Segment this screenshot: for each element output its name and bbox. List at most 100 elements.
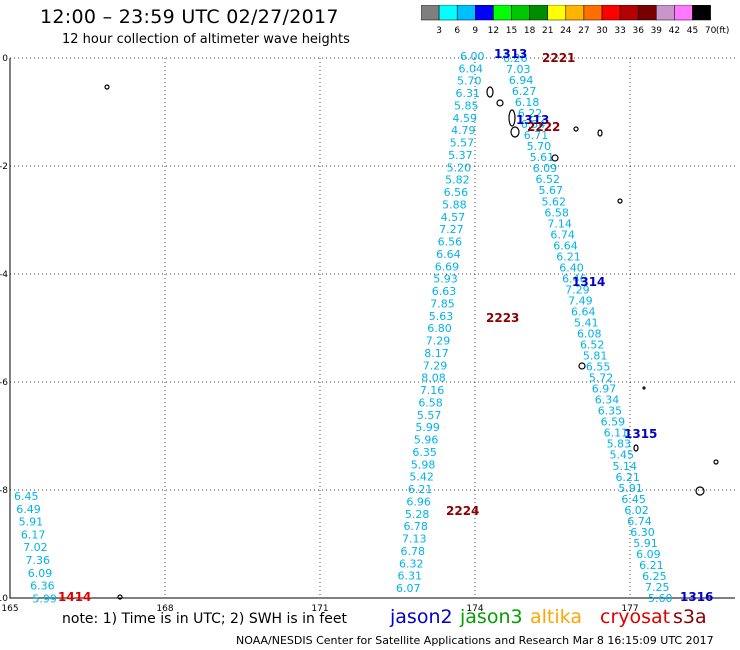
track-1414-value: 6.45 xyxy=(14,490,39,503)
track-1314-value: 6.30 xyxy=(630,526,655,539)
scale-tick-1: 6 xyxy=(454,26,460,36)
units-note: note: 1) Time is in UTC; 2) SWH is in fe… xyxy=(62,611,348,627)
track-1414-value: 6.17 xyxy=(21,528,46,541)
lat-tick-4: -8 xyxy=(0,486,8,496)
map-subtitle: 12 hour collection of altimeter wave hei… xyxy=(62,32,350,47)
track-1314-value: 7.14 xyxy=(547,217,572,230)
lat-tick-3: -6 xyxy=(0,378,8,388)
track-1313-value: 6.04 xyxy=(459,62,484,75)
track-1314-value: 6.74 xyxy=(550,228,575,241)
track-1313-value: 5.63 xyxy=(429,310,454,323)
track-1313-value: 6.96 xyxy=(406,495,431,508)
island-outline-13 xyxy=(695,486,705,496)
island-outline-10 xyxy=(642,386,646,390)
track-1313-value: 5.70 xyxy=(457,75,482,88)
track-1314-value: 5.14 xyxy=(612,460,637,473)
scale-tick-8: 27 xyxy=(578,26,589,36)
lat-tick-1: -2 xyxy=(0,162,8,172)
track-1314-value: 5.45 xyxy=(610,449,635,462)
island-outline-14 xyxy=(117,594,123,600)
track-1313-value: 6.63 xyxy=(432,285,457,298)
map-title: 12:00 – 23:59 UTC 02/27/2017 xyxy=(40,6,339,28)
track-1313-value: 7.27 xyxy=(439,223,464,236)
track-1414-value: 6.49 xyxy=(16,503,41,516)
track-1314-value: 5.91 xyxy=(618,482,643,495)
track-1313-value: 5.28 xyxy=(405,508,430,521)
legend-jason2: jason2 xyxy=(390,606,453,628)
jason2-track-1316-label: 1316 xyxy=(680,590,713,604)
jason2-track-1315-label: 1315 xyxy=(624,427,657,441)
track-1313-value: 7.16 xyxy=(420,384,445,397)
track-1313-value: 5.42 xyxy=(409,471,434,484)
track-1314-value: 6.58 xyxy=(544,206,569,219)
track-1313-value: 7.29 xyxy=(423,359,448,372)
track-1313-value: 6.58 xyxy=(418,396,443,409)
lat-tick-0: 0 xyxy=(2,54,8,64)
track-1314-value: 7.25 xyxy=(645,581,670,594)
track-1313-value: 4.59 xyxy=(453,112,478,125)
track-1313-value: 6.21 xyxy=(408,483,433,496)
track-1414-value: 7.02 xyxy=(23,541,48,554)
track-1313-value: 5.88 xyxy=(442,198,467,211)
track-1314-value: 6.55 xyxy=(586,361,611,374)
track-1314-value: 6.52 xyxy=(580,339,605,352)
track-1313-value: 4.57 xyxy=(441,211,466,224)
scale-tick-11: 36 xyxy=(632,26,644,36)
scale-tick-6: 21 xyxy=(542,26,553,36)
track-1314-value: 6.27 xyxy=(512,85,537,98)
scale-tick-10: 33 xyxy=(614,26,625,36)
track-1414-value: 6.09 xyxy=(28,567,53,580)
track-1313-value: 6.00 xyxy=(460,50,485,63)
track-1313-value: 4.79 xyxy=(451,124,476,137)
track-1314-value: 5.62 xyxy=(541,195,566,208)
track-1313-value: 5.82 xyxy=(445,174,470,187)
track-1314-value: 6.21 xyxy=(639,559,664,572)
cryosat-track-1414-label: 1414 xyxy=(58,590,91,604)
scale-tick-5: 18 xyxy=(524,26,536,36)
track-1414-value: 7.36 xyxy=(26,554,51,567)
track-1313-value: 6.69 xyxy=(435,260,460,273)
track-1314-value: 5.81 xyxy=(583,350,608,363)
track-1314-value: 6.22 xyxy=(518,107,543,120)
legend-cryosat: cryosat xyxy=(600,606,671,628)
scale-tick-0: 3 xyxy=(436,26,442,36)
scale-tick-4: 15 xyxy=(506,26,517,36)
footer-credit: NOAA/NESDIS Center for Satellite Applica… xyxy=(236,634,714,647)
track-1314-value: 5.61 xyxy=(530,151,555,164)
track-1314-value: 6.46 xyxy=(562,272,587,285)
track-1313-value: 6.56 xyxy=(438,236,463,249)
track-1313-value: 5.85 xyxy=(454,99,479,112)
track-1313-value: 6.31 xyxy=(397,570,422,583)
scale-tick-9: 30 xyxy=(596,26,608,36)
track-1314-value: 5.91 xyxy=(633,537,658,550)
track-1314-value: 6.52 xyxy=(536,173,561,186)
lat-tick-5: -10 xyxy=(0,594,8,604)
track-1414-value: 5.99 xyxy=(32,592,57,605)
track-1313-value: 6.32 xyxy=(399,557,424,570)
s3a-track-2224-label: 2224 xyxy=(446,504,479,518)
wave-height-color-scale: 3 6 9 12 15 18 21 24 27 30 33 36 39 42 45 70 (ft) xyxy=(421,5,729,36)
lon-tick-0: 165 xyxy=(1,604,18,614)
track-1313-value: 6.80 xyxy=(427,322,452,335)
track-1314-value: 6.11 xyxy=(604,427,629,440)
track-1314-value: 6.08 xyxy=(577,328,602,341)
track-1314-value: 7.49 xyxy=(568,294,593,307)
scale-tick-7: 24 xyxy=(560,26,572,36)
track-1314-value: 6.59 xyxy=(601,416,626,429)
legend-altika: altika xyxy=(530,606,582,628)
s3a-track-2223-label: 2223 xyxy=(486,311,519,325)
track-1314-value: 7.03 xyxy=(506,63,531,76)
island-outline-6 xyxy=(573,126,579,132)
track-1314-value: 6.34 xyxy=(595,394,620,407)
track-1313-value: 5.20 xyxy=(447,161,472,174)
track-1313-value: 8.17 xyxy=(424,347,449,360)
track-1313-value: 8.08 xyxy=(421,372,446,385)
track-1314-value: 6.71 xyxy=(524,129,549,142)
track-1314-value: 7.29 xyxy=(565,283,590,296)
jason2-track-1313-label: 1313 xyxy=(494,47,527,61)
island-outline-9 xyxy=(578,362,586,370)
track-1313-value: 5.57 xyxy=(417,409,442,422)
island-outline-5 xyxy=(551,154,559,162)
scale-tick-3: 12 xyxy=(488,26,499,36)
